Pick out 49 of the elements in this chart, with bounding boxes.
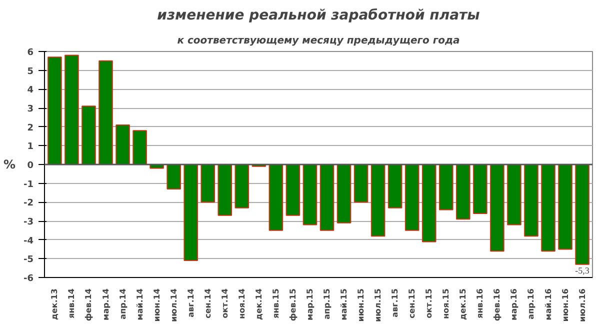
y-tick-label: -2 xyxy=(24,198,34,209)
x-tick-label: янв.16 xyxy=(476,288,485,318)
y-tick-label: 2 xyxy=(27,123,34,134)
y-tick-label: 6 xyxy=(27,48,34,58)
x-tick-label: мар.15 xyxy=(305,288,314,320)
x-tick-label: авг.15 xyxy=(390,288,400,318)
x-tick-label: янв.15 xyxy=(271,288,280,318)
y-tick-label: 4 xyxy=(27,86,34,96)
x-tick-label: сен.15 xyxy=(408,288,417,318)
y-tick-label: 0 xyxy=(27,161,34,171)
x-tick-label: мар.14 xyxy=(101,288,110,320)
x-tick-label: окт.14 xyxy=(220,288,230,318)
x-tick-label: мар.16 xyxy=(510,288,519,320)
y-tick-label: -4 xyxy=(24,236,34,246)
x-tick-label: июл.16 xyxy=(578,288,587,322)
y-axis-title: % xyxy=(3,158,16,172)
x-tick-label: фев.14 xyxy=(84,288,94,322)
x-tick-label: сен.14 xyxy=(203,288,212,318)
x-tick-label: июн.14 xyxy=(152,288,162,322)
x-tick-label: май.15 xyxy=(340,288,349,320)
x-tick-label: май.14 xyxy=(135,288,144,320)
x-tick-label: авг.14 xyxy=(186,288,196,318)
x-tick-label: дек.14 xyxy=(254,288,264,320)
x-tick-label: апр.14 xyxy=(118,288,128,320)
y-tick-label: -1 xyxy=(24,180,34,190)
x-tick-label: ноя.14 xyxy=(237,288,246,319)
x-tick-label: апр.16 xyxy=(526,288,536,320)
x-tick-label: апр.15 xyxy=(322,288,332,320)
x-tick-label: дек.13 xyxy=(50,288,60,320)
y-tick-label: -5 xyxy=(24,255,34,266)
y-tick-label: -6 xyxy=(24,274,34,284)
x-tick-label: июл.15 xyxy=(374,288,383,322)
y-tick-label: 3 xyxy=(27,104,34,114)
x-tick-label: окт.15 xyxy=(424,288,434,318)
x-tick-label: фев.16 xyxy=(492,288,502,322)
y-tick-label: 1 xyxy=(27,142,34,152)
data-label: -5,3 xyxy=(575,265,590,276)
y-tick-label: 5 xyxy=(27,66,34,77)
x-tick-label: ноя.15 xyxy=(442,288,451,319)
chart-title: изменение реальной заработной платы xyxy=(157,8,480,24)
chart-subtitle: к соответствующему месяцу предыдущего года xyxy=(177,36,460,46)
x-tick-label: июн.15 xyxy=(356,288,366,322)
x-tick-label: янв.14 xyxy=(67,288,76,318)
y-tick-label: -3 xyxy=(24,218,34,228)
x-tick-label: фев.15 xyxy=(288,288,298,322)
x-tick-label: дек.15 xyxy=(458,288,468,320)
x-tick-label: июн.16 xyxy=(560,288,570,322)
x-tick-label: июл.14 xyxy=(169,288,178,322)
x-tick-label: май.16 xyxy=(544,288,553,320)
